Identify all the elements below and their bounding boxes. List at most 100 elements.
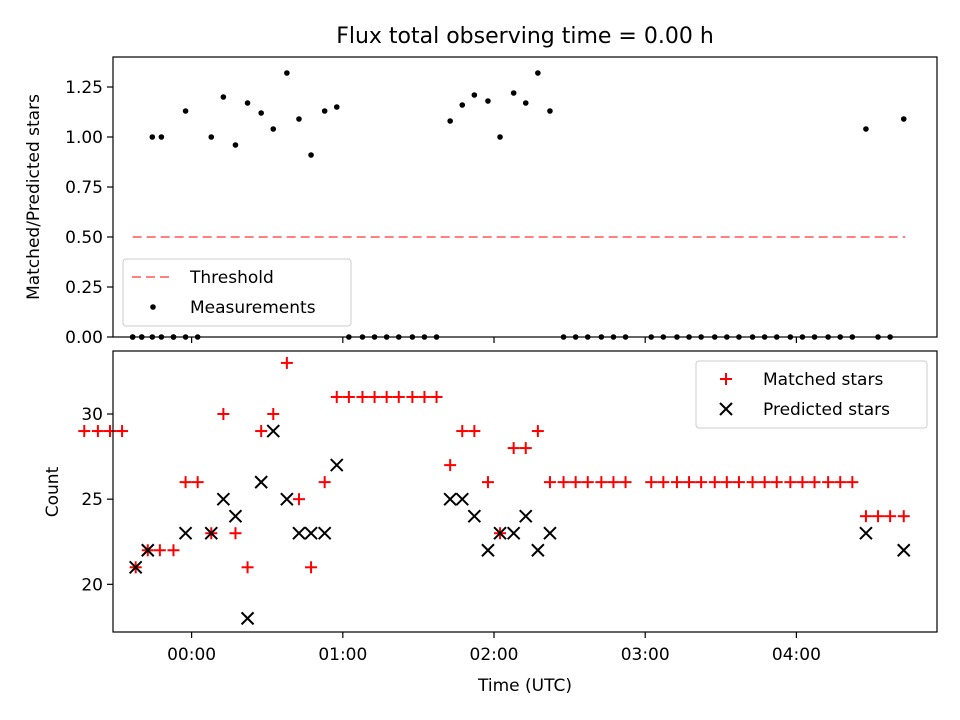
measurement-point <box>208 134 214 140</box>
matched-star-point <box>281 357 293 369</box>
predicted-star-point <box>468 510 480 522</box>
top-y-tick-label: 0.00 <box>65 328 103 348</box>
bottom-x-axis-label: Time (UTC) <box>477 676 572 696</box>
measurement-point <box>535 70 541 76</box>
matched-star-point <box>229 527 241 539</box>
matched-star-point <box>104 425 116 437</box>
matched-star-point <box>242 561 254 573</box>
top-y-tick-label: 0.25 <box>65 278 103 298</box>
legend-threshold-label: Threshold <box>189 268 274 288</box>
predicted-star-point <box>217 493 229 505</box>
matched-star-point <box>255 425 267 437</box>
matched-star-point <box>192 476 204 488</box>
bottom-x-tick-label: 01:00 <box>318 645 367 665</box>
matched-star-point <box>898 510 910 522</box>
measurement-point <box>150 134 156 140</box>
matched-star-point <box>544 476 556 488</box>
matched-star-point <box>558 476 570 488</box>
measurement-point <box>523 100 529 106</box>
matched-star-point <box>607 476 619 488</box>
matched-star-point <box>331 391 343 403</box>
matched-star-point <box>167 544 179 556</box>
matched-star-point <box>393 391 405 403</box>
matched-star-point <box>582 476 594 488</box>
measurement-point <box>485 98 491 104</box>
matched-star-point <box>406 391 418 403</box>
matched-star-point <box>343 391 355 403</box>
matched-star-point <box>884 510 896 522</box>
top-y-axis-label: Matched/Predicted stars <box>24 94 44 300</box>
matched-star-point <box>733 476 745 488</box>
matched-star-point <box>657 476 669 488</box>
matched-star-point <box>520 442 532 454</box>
legend-measurements-swatch <box>150 304 156 310</box>
bottom-x-tick-label: 03:00 <box>621 645 670 665</box>
predicted-star-point <box>898 544 910 556</box>
measurement-point <box>511 90 517 96</box>
matched-star-point <box>784 476 796 488</box>
predicted-star-point <box>293 527 305 539</box>
matched-star-point <box>822 476 834 488</box>
legend-matched-label: Matched stars <box>763 370 883 390</box>
top-chart-title: Flux total observing time = 0.00 h <box>336 24 714 49</box>
measurement-point <box>497 134 503 140</box>
matched-star-point <box>834 476 846 488</box>
predicted-star-point <box>229 510 241 522</box>
matched-star-point <box>381 391 393 403</box>
matched-star-point <box>860 510 872 522</box>
top-panel: Flux total observing time = 0.00 h Match… <box>24 24 937 348</box>
figure: Flux total observing time = 0.00 h Match… <box>0 0 960 720</box>
matched-star-point <box>468 425 480 437</box>
predicted-star-point <box>180 527 192 539</box>
bottom-y-axis-label: Count <box>43 466 63 517</box>
bottom-x-tick-label: 00:00 <box>167 645 216 665</box>
predicted-star-point <box>242 612 254 624</box>
measurement-point <box>233 142 239 148</box>
measurement-point <box>183 108 189 114</box>
measurement-point <box>159 134 165 140</box>
matched-star-point <box>872 510 884 522</box>
matched-star-point <box>267 408 279 420</box>
matched-star-point <box>431 391 443 403</box>
matched-star-point <box>645 476 657 488</box>
predicted-star-point <box>444 493 456 505</box>
top-y-tick-label: 1.25 <box>65 78 103 98</box>
measurement-point <box>270 126 276 132</box>
matched-star-point <box>293 493 305 505</box>
top-y-tick-label: 0.50 <box>65 228 103 248</box>
predicted-star-point <box>860 527 872 539</box>
measurement-point <box>447 118 453 124</box>
measurement-point <box>245 100 251 106</box>
predicted-star-point <box>520 510 532 522</box>
matched-star-point <box>620 476 632 488</box>
predicted-star-point <box>319 527 331 539</box>
predicted-star-point <box>532 544 544 556</box>
legend-measurements-label: Measurements <box>190 298 316 318</box>
predicted-star-point <box>281 493 293 505</box>
measurement-point <box>284 70 290 76</box>
matched-star-point <box>796 476 808 488</box>
top-y-tick-label: 0.75 <box>65 178 103 198</box>
predicted-star-point <box>267 425 279 437</box>
top-y-tick-label: 1.00 <box>65 128 103 148</box>
predicted-star-point <box>456 493 468 505</box>
measurement-point <box>221 94 227 100</box>
top-x-ticks <box>192 337 797 343</box>
matched-star-point <box>180 476 192 488</box>
measurement-point <box>472 92 478 98</box>
measurement-point <box>863 126 869 132</box>
matched-star-point <box>305 561 317 573</box>
predicted-star-point <box>305 527 317 539</box>
bottom-y-tick-label: 20 <box>81 575 103 595</box>
legend-predicted-label: Predicted stars <box>763 400 890 420</box>
bottom-y-tick-label: 30 <box>81 405 103 425</box>
matched-star-point <box>747 476 759 488</box>
bottom-x-tick-label: 02:00 <box>470 645 519 665</box>
predicted-star-point <box>544 527 556 539</box>
matched-star-point <box>709 476 721 488</box>
matched-star-point <box>78 425 90 437</box>
matched-star-point <box>721 476 733 488</box>
matched-star-point <box>846 476 858 488</box>
measurement-point <box>308 152 314 158</box>
